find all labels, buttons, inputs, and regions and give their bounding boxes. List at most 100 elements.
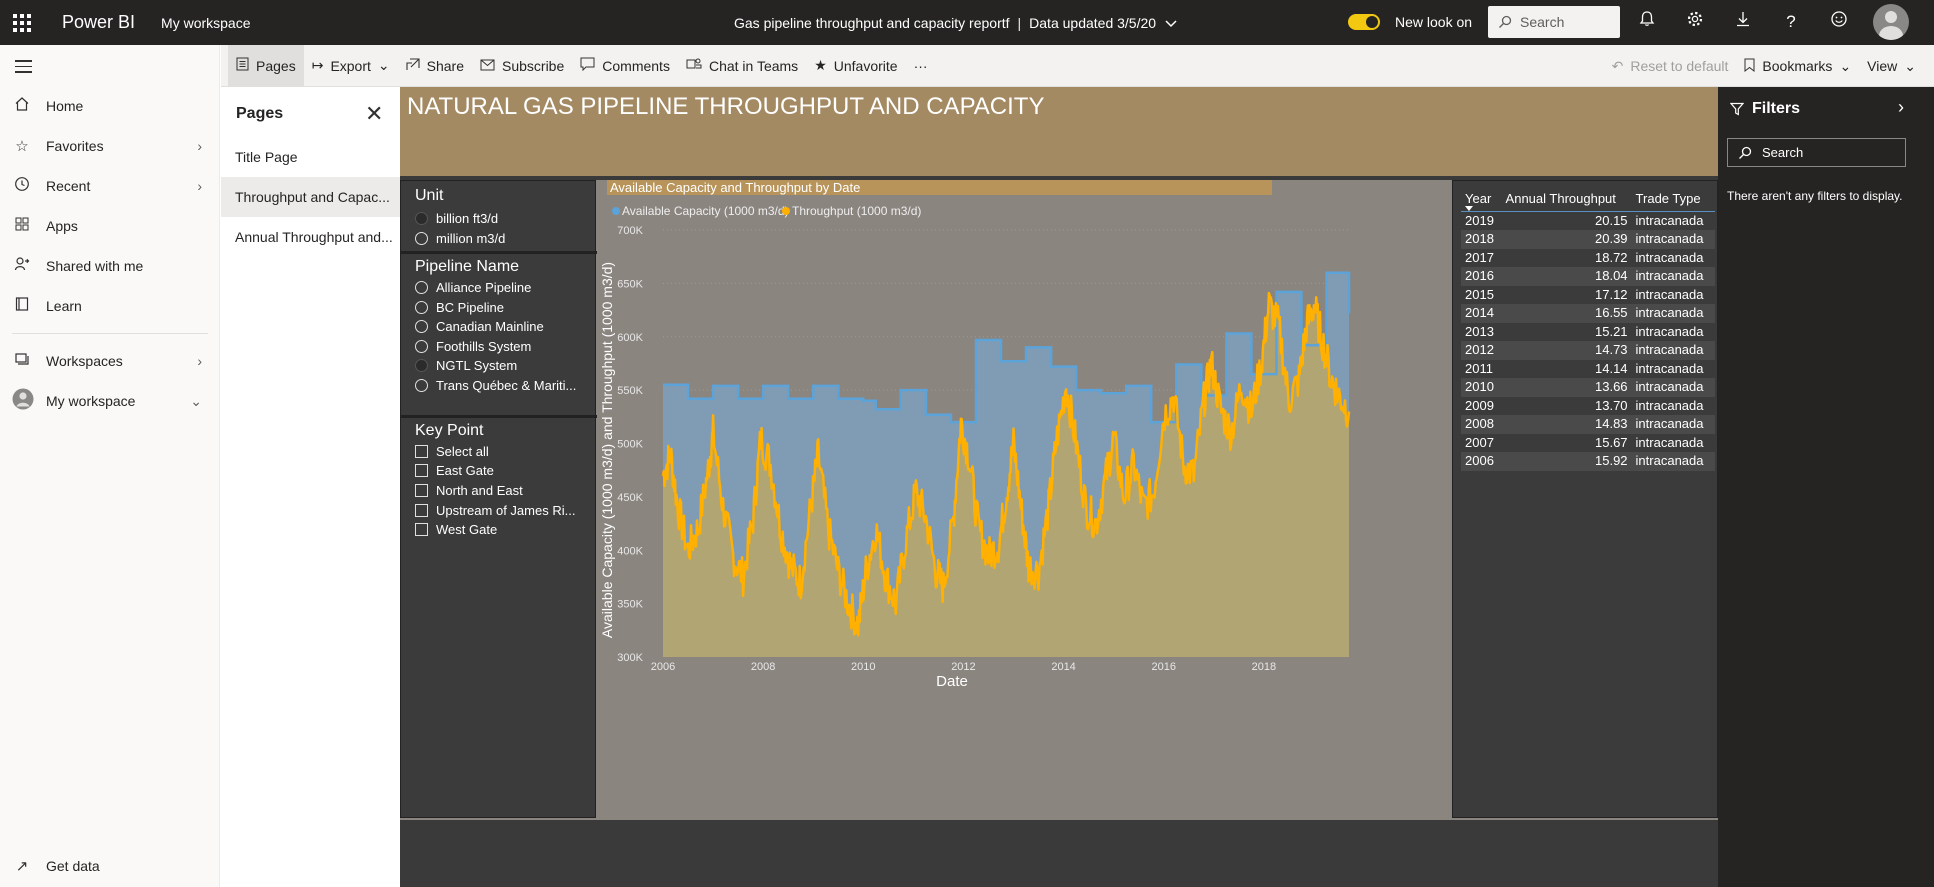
cell-year: 2018 [1461,230,1502,249]
keypoint-slicer-title: Key Point [415,422,484,439]
nav-label-apps: Apps [46,218,78,234]
home-icon [12,96,32,116]
keypoint-option-west-gate[interactable]: West Gate [415,522,497,537]
star-filled-icon: ★ [814,57,827,73]
nav-item-favorites[interactable]: ☆ Favorites › [0,126,220,166]
table-row: 2009 13.70 intracanada [1461,397,1715,416]
unfavorite-button[interactable]: ★ Unfavorite [806,45,905,87]
capacity-throughput-chart[interactable]: Available Capacity and Throughput by Dat… [596,180,1451,820]
chevron-right-icon: › [197,178,202,194]
pipeline-option-trans-quebec[interactable]: Trans Québec & Mariti... [415,378,576,393]
annual-throughput-table: Year Annual Throughput Trade Type 2019 20… [1452,180,1718,818]
bookmarks-button[interactable]: Bookmarks ⌄ [1736,45,1859,87]
canvas-footer [400,824,1718,887]
teams-icon [686,57,702,74]
view-button-label: View [1867,58,1898,74]
pipeline-option-ngtl[interactable]: NGTL System [415,358,517,373]
nav-label-workspaces: Workspaces [46,353,123,369]
report-title-text: NATURAL GAS PIPELINE THROUGHPUT AND CAPA… [407,93,1045,120]
table-row: 2016 18.04 intracanada [1461,267,1715,286]
share-icon [406,57,420,74]
feedback-smiley-icon[interactable] [1827,10,1851,34]
y-tick-label: 500K [617,439,643,451]
cell-year: 2007 [1465,434,1494,450]
nav-item-recent[interactable]: Recent › [0,166,220,206]
sort-descending-icon[interactable] [1465,206,1473,211]
nav-item-learn[interactable]: Learn [0,286,220,326]
nav-item-my-workspace[interactable]: My workspace ⌄ [0,381,220,421]
chevron-right-icon: › [197,353,202,369]
radio-button [415,340,428,353]
cell-year: 2013 [1465,323,1494,339]
gear-icon[interactable] [1683,10,1707,34]
column-header-annual-throughput[interactable]: Annual Throughput [1501,187,1632,212]
view-button[interactable]: View ⌄ [1859,45,1924,87]
chat-in-teams-button[interactable]: Chat in Teams [678,45,806,87]
app-launcher-icon[interactable] [0,0,44,45]
table-row: 2012 14.73 intracanada [1461,341,1715,360]
pipeline-option-bc[interactable]: BC Pipeline [415,300,504,315]
table-row: 2013 15.21 intracanada [1461,323,1715,342]
page-tab-title-page[interactable]: Title Page [235,149,298,165]
bookmark-icon [1744,58,1755,75]
pages-button[interactable]: Pages [228,44,304,87]
legend-marker-capacity [612,207,620,215]
cell-year: 2019 [1465,212,1494,228]
help-icon[interactable]: ? [1786,12,1796,31]
download-icon[interactable] [1731,10,1755,34]
pipeline-option-alliance[interactable]: Alliance Pipeline [415,280,531,295]
nav-item-home[interactable]: Home [0,86,220,126]
unit-option-label: million m3/d [436,231,506,246]
export-button[interactable]: ↦ Export ⌄ [304,45,398,87]
new-look-toggle[interactable] [1348,14,1380,30]
reset-to-default-button[interactable]: ↶ Reset to default [1604,45,1737,87]
table-row: 2007 15.67 intracanada [1461,434,1715,453]
cell-annual-throughput: 17.12 [1595,286,1628,302]
unit-option-million[interactable]: million m3/d [415,231,505,246]
nav-label-my-workspace: My workspace [46,393,136,409]
nav-item-get-data[interactable]: ↗ Get data [0,846,220,886]
throughput-table: Year Annual Throughput Trade Type 2019 20… [1461,187,1715,471]
avatar[interactable] [1873,4,1909,40]
hamburger-menu-icon[interactable] [15,60,32,77]
pipeline-option-foothills[interactable]: Foothills System [415,339,531,354]
brand-name[interactable]: Power BI [62,12,136,32]
cell-trade-type: intracanada [1631,378,1715,397]
cell-year: 2016 [1461,267,1502,286]
keypoint-option-north-and-east[interactable]: North and East [415,483,523,498]
unfavorite-button-label: Unfavorite [833,57,898,74]
table-row: 2006 15.92 intracanada [1461,452,1715,471]
report-title-banner: NATURAL GAS PIPELINE THROUGHPUT AND CAPA… [400,87,1718,178]
cell-annual-throughput: 14.83 [1501,415,1632,434]
more-options-button[interactable]: ··· [906,45,936,87]
page-tab-annual-throughput[interactable]: Annual Throughput and... [235,229,393,245]
y-tick-label: 400K [617,545,643,557]
keypoint-option-east-gate[interactable]: East Gate [415,463,494,478]
subscribe-button[interactable]: Subscribe [472,45,572,87]
reset-to-default-label: Reset to default [1630,58,1729,74]
radio-button [415,301,428,314]
comment-icon [580,57,595,74]
nav-divider [12,333,208,334]
comments-button[interactable]: Comments [572,45,678,87]
close-icon[interactable]: ✕ [365,101,384,126]
global-search-placeholder: Search [1520,14,1565,30]
chevron-right-icon[interactable]: › [1898,97,1904,117]
share-button[interactable]: Share [398,45,472,87]
chevron-down-icon: ⌄ [1904,57,1916,74]
nav-item-workspaces[interactable]: Workspaces › [0,341,220,381]
filters-search-box[interactable]: Search [1727,138,1906,167]
unit-option-billion[interactable]: billion ft3/d [415,211,498,226]
bell-icon[interactable] [1635,10,1659,34]
report-title-dropdown[interactable]: Gas pipeline throughput and capacity rep… [734,0,1178,45]
keypoint-option-select-all[interactable]: Select all [415,444,489,459]
column-header-trade-type[interactable]: Trade Type [1631,187,1715,212]
nav-item-shared[interactable]: Shared with me [0,246,220,286]
page-tab-throughput-capacity[interactable]: Throughput and Capac... [221,177,400,217]
workspace-breadcrumb[interactable]: My workspace [161,14,251,31]
global-search-box[interactable]: Search [1488,6,1620,38]
keypoint-option-upstream-james[interactable]: Upstream of James Ri... [415,503,575,518]
pipeline-option-canadian-mainline[interactable]: Canadian Mainline [415,319,544,334]
x-tick-label: 2016 [1151,661,1175,673]
nav-item-apps[interactable]: Apps [0,206,220,246]
